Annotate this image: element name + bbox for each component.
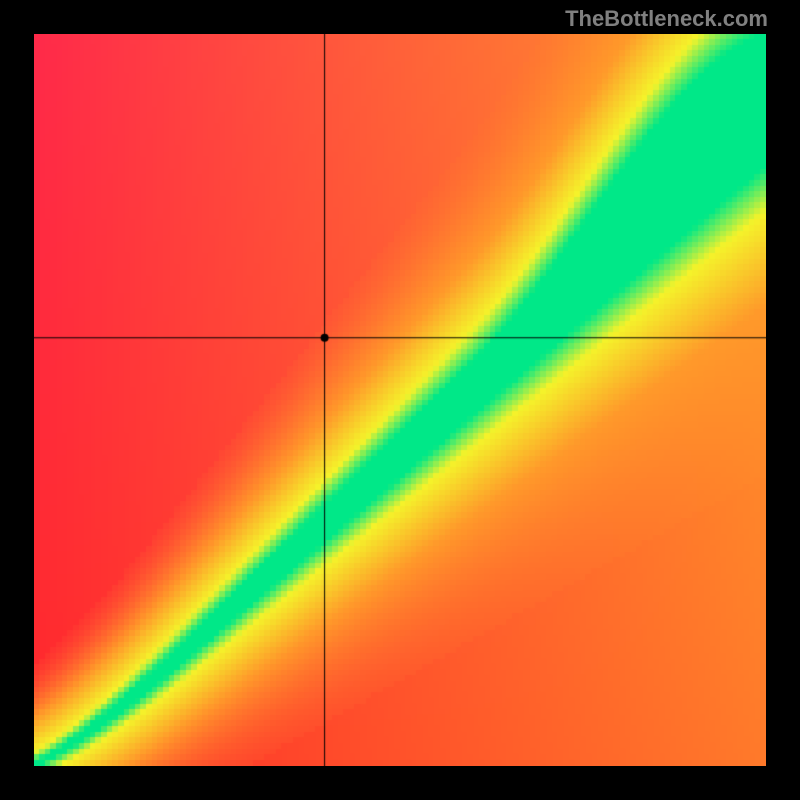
- bottleneck-heatmap: [34, 34, 766, 766]
- chart-container: TheBottleneck.com: [0, 0, 800, 800]
- source-watermark: TheBottleneck.com: [565, 6, 768, 32]
